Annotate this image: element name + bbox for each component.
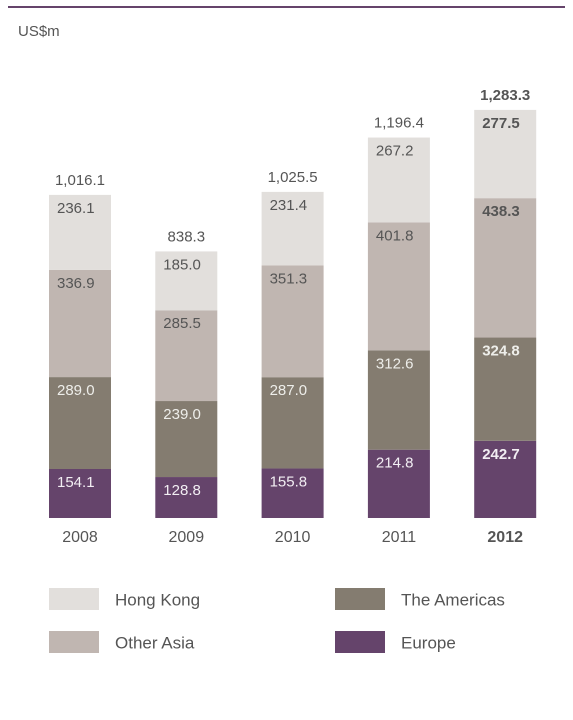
legend-label: Other Asia <box>115 633 195 652</box>
bar-segment <box>367 137 430 223</box>
bar-segment <box>261 265 324 378</box>
total-label: 1,283.3 <box>480 87 530 104</box>
x-tick-label: 2009 <box>169 529 205 546</box>
bar-segment <box>474 337 537 441</box>
total-label: 838.3 <box>168 228 206 245</box>
bar-segment <box>155 477 218 518</box>
segment-label: 351.3 <box>270 270 308 287</box>
x-tick-label: 2010 <box>275 529 311 546</box>
bar-segment <box>49 377 111 469</box>
legend-swatch <box>335 588 385 610</box>
legend-swatch <box>49 631 99 653</box>
segment-label: 277.5 <box>482 115 520 132</box>
total-label: 1,016.1 <box>55 172 105 189</box>
bar-segment <box>49 468 111 518</box>
segment-label: 236.1 <box>57 200 95 217</box>
bar-segment <box>474 440 537 518</box>
segment-label: 287.0 <box>270 382 308 399</box>
unit-label: US$m <box>18 23 60 40</box>
legend-swatch <box>335 631 385 653</box>
bar-segment <box>49 194 111 270</box>
segment-label: 231.4 <box>270 197 308 214</box>
legend-swatch <box>49 588 99 610</box>
bar-segment <box>261 191 324 266</box>
segment-label: 128.8 <box>163 482 201 499</box>
segment-label: 154.1 <box>57 474 95 491</box>
segment-label: 312.6 <box>376 355 414 372</box>
bar-segment <box>261 377 324 469</box>
bar-segment <box>155 401 218 478</box>
bar-segment <box>367 350 430 450</box>
bar-segment <box>261 468 324 518</box>
segment-label: 242.7 <box>482 446 520 463</box>
segment-label: 267.2 <box>376 143 414 160</box>
segment-label: 239.0 <box>163 406 201 423</box>
legend-label: Hong Kong <box>115 590 200 609</box>
legend-label: The Americas <box>401 590 505 609</box>
bar-segment <box>367 449 430 518</box>
bar-segment <box>155 251 218 311</box>
bar-segment <box>367 222 430 351</box>
segment-label: 155.8 <box>270 473 308 490</box>
segment-label: 336.9 <box>57 275 95 292</box>
total-label: 1,025.5 <box>268 169 318 186</box>
segment-label: 401.8 <box>376 227 414 244</box>
bar-segment <box>155 310 218 402</box>
x-tick-label: 2011 <box>382 529 417 546</box>
bar-segment <box>49 269 111 378</box>
segment-label: 185.0 <box>163 256 201 273</box>
segment-label: 324.8 <box>482 343 520 360</box>
segment-label: 214.8 <box>376 455 414 472</box>
x-tick-label: 2012 <box>487 529 523 546</box>
segment-label: 438.3 <box>482 203 520 220</box>
total-label: 1,196.4 <box>374 115 424 132</box>
segment-label: 285.5 <box>163 315 201 332</box>
segment-label: 289.0 <box>57 382 95 399</box>
x-tick-label: 2008 <box>62 529 98 546</box>
bar-segment <box>474 198 537 338</box>
bar-segment <box>474 109 537 199</box>
legend-label: Europe <box>401 633 456 652</box>
